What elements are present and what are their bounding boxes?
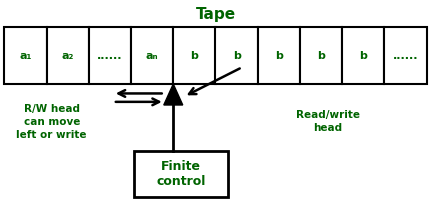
Text: b: b [274, 51, 282, 61]
Bar [384, 27, 426, 84]
Bar [215, 27, 257, 84]
Bar [133, 151, 228, 197]
Text: Tape: Tape [195, 7, 235, 22]
Text: Finite
control: Finite control [156, 160, 205, 188]
Bar [89, 27, 131, 84]
Bar [46, 27, 89, 84]
Text: a₁: a₁ [19, 51, 31, 61]
Text: Read/write
head: Read/write head [295, 110, 359, 133]
Bar [257, 27, 299, 84]
Text: b: b [232, 51, 240, 61]
Polygon shape [163, 84, 182, 105]
Text: aₙ: aₙ [145, 51, 158, 61]
Bar [341, 27, 384, 84]
Text: ......: ...... [97, 51, 123, 61]
Bar [4, 27, 46, 84]
Text: a₂: a₂ [61, 51, 74, 61]
Text: b: b [316, 51, 324, 61]
Bar [173, 27, 215, 84]
Bar [299, 27, 341, 84]
Text: b: b [190, 51, 198, 61]
Text: R/W head
can move
left or write: R/W head can move left or write [16, 104, 87, 140]
Bar [131, 27, 173, 84]
Text: ......: ...... [392, 51, 418, 61]
Text: b: b [359, 51, 366, 61]
